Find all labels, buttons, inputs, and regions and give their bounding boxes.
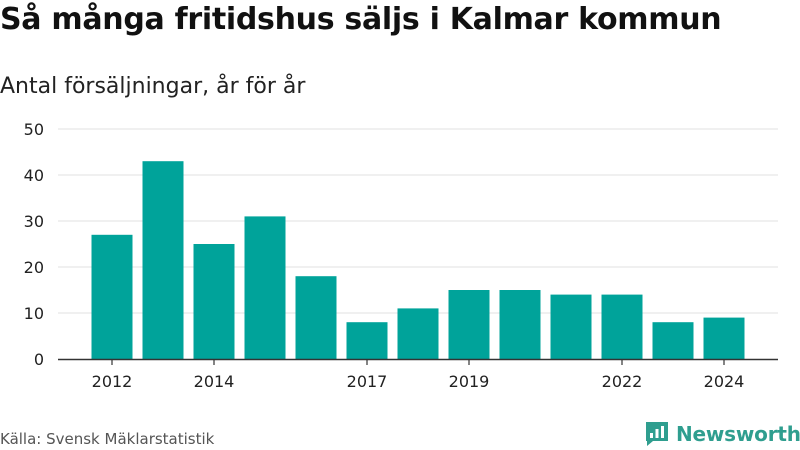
source-note: Källa: Svensk Mäklarstatistik [0,430,215,448]
y-tick-label: 0 [34,350,44,369]
bars [91,161,745,359]
y-tick-label: 40 [24,166,44,185]
bar-2024 [703,317,745,359]
x-tick-label: 2012 [92,372,133,391]
bar-2012 [91,234,133,359]
newsworthy-logo: Newsworthy [644,419,800,449]
axes: 0 10 20 30 40 50 2012 2014 2017 2019 2022 2024 [24,120,778,391]
bar-2019 [448,290,490,359]
bar-2023 [652,322,694,359]
bar-2021 [550,294,592,359]
bar-2018 [397,308,439,359]
bar-2014 [193,244,235,359]
x-tick-label: 2024 [704,372,745,391]
x-tick-label: 2019 [449,372,490,391]
bar-2022 [601,294,643,359]
bar-2013 [142,161,184,359]
chart-title: Så många fritidshus säljs i Kalmar kommu… [0,2,722,37]
y-tick-label: 10 [24,304,44,323]
logo-text: Newsworthy [676,422,800,446]
x-tick-label: 2017 [347,372,388,391]
bar-2020 [499,290,541,359]
bar-2016 [295,276,337,359]
y-tick-label: 30 [24,212,44,231]
bar-chart-speech-icon [646,422,668,446]
bar-chart: 0 10 20 30 40 50 2012 2014 2017 2019 2022 2024 [24,120,778,391]
bar-2015 [244,216,286,359]
chart-subtitle: Antal försäljningar, år för år [0,74,306,99]
y-tick-label: 20 [24,258,44,277]
x-tick-label: 2022 [602,372,643,391]
x-tick-label: 2014 [194,372,235,391]
y-tick-label: 50 [24,120,44,139]
bar-2017 [346,322,388,359]
